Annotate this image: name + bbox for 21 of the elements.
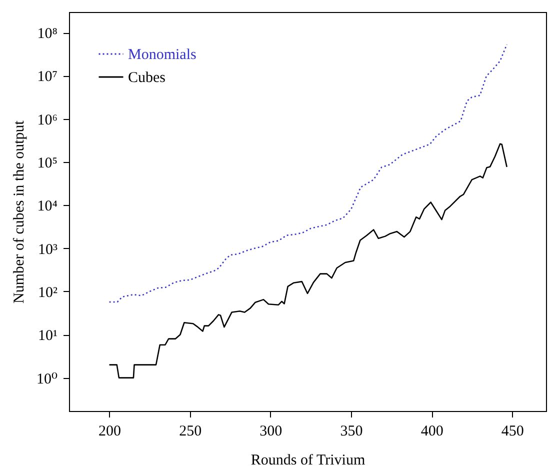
legend-label: Cubes — [128, 70, 166, 86]
line-series — [108, 44, 508, 303]
x-axis-title: Rounds of Trivium — [250, 452, 366, 466]
x-tick-label: 200 — [98, 424, 122, 440]
y-tick-label: 10⁶ — [37, 112, 58, 128]
y-tick-label: 10⁷ — [37, 69, 58, 86]
x-tick-label: 450 — [501, 424, 524, 440]
x-tick-label: 300 — [260, 424, 282, 440]
legend-label: Monomials — [128, 47, 196, 63]
y-axis-title: Number of cubes in the output — [11, 120, 28, 304]
y-tick-label: 10² — [38, 284, 58, 301]
y-tick-label: 10³ — [38, 242, 58, 258]
y-tick-label: 10⁸ — [37, 26, 58, 42]
y-tick-label: 10⁴ — [37, 198, 58, 215]
y-tick-label: 10¹ — [38, 328, 58, 344]
x-tick-label: 350 — [340, 424, 363, 440]
x-tick-label: 400 — [420, 424, 444, 440]
x-tick-label: 250 — [179, 424, 202, 440]
y-tick-label: 10⁵ — [37, 156, 58, 172]
line-series — [108, 143, 508, 378]
y-tick-label: 10⁰ — [36, 371, 58, 388]
